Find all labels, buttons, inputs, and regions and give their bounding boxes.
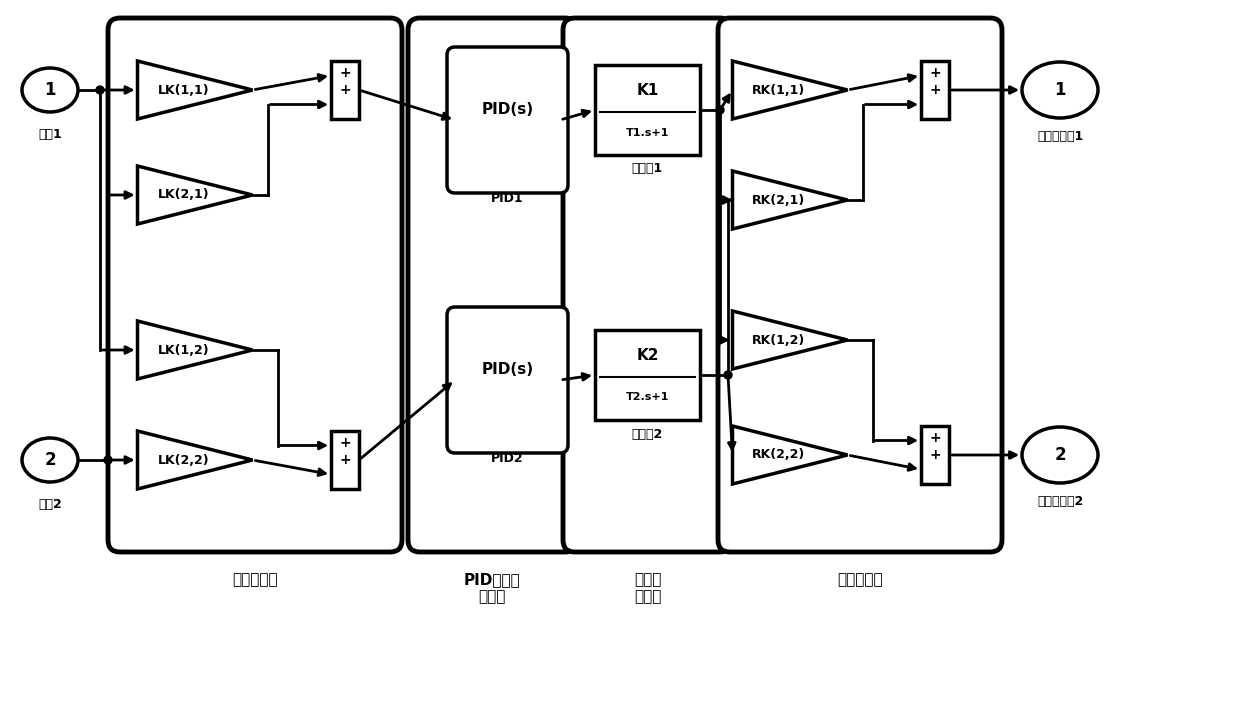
Text: +
+: + + — [929, 431, 941, 462]
Text: T1.s+1: T1.s+1 — [626, 127, 670, 137]
Text: +
+: + + — [340, 66, 351, 97]
Polygon shape — [138, 321, 253, 379]
Circle shape — [95, 86, 104, 94]
Bar — [331, 431, 360, 489]
Ellipse shape — [1022, 427, 1097, 483]
FancyBboxPatch shape — [446, 307, 568, 453]
Text: K1: K1 — [636, 83, 658, 98]
Text: 控制器输出2: 控制器输出2 — [1037, 495, 1083, 508]
Text: PID2: PID2 — [491, 452, 523, 465]
Text: LK(1,1): LK(1,1) — [157, 83, 210, 96]
Polygon shape — [138, 61, 253, 119]
Bar — [921, 61, 949, 119]
Text: PID1: PID1 — [491, 192, 523, 206]
Text: 滤波器1: 滤波器1 — [632, 163, 663, 175]
Circle shape — [715, 106, 724, 114]
Ellipse shape — [22, 438, 78, 482]
Ellipse shape — [1022, 62, 1097, 118]
Text: LK(2,1): LK(2,1) — [157, 189, 210, 201]
Text: 前置常数阵: 前置常数阵 — [232, 572, 278, 587]
Text: 偏差1: 偏差1 — [38, 128, 62, 141]
Text: 2: 2 — [45, 451, 56, 469]
FancyBboxPatch shape — [446, 47, 568, 193]
Text: 1: 1 — [45, 81, 56, 99]
Bar — [595, 65, 701, 155]
Text: RK(2,2): RK(2,2) — [751, 448, 805, 462]
Text: RK(2,1): RK(2,1) — [751, 194, 805, 206]
Polygon shape — [733, 426, 847, 484]
Circle shape — [724, 371, 732, 379]
Polygon shape — [733, 171, 847, 229]
Text: +
+: + + — [340, 436, 351, 467]
Text: LK(1,2): LK(1,2) — [157, 344, 210, 356]
Text: PID控制器
对角阵: PID控制器 对角阵 — [464, 572, 521, 604]
FancyBboxPatch shape — [408, 18, 577, 552]
Text: 控制器输出1: 控制器输出1 — [1037, 130, 1083, 143]
Bar — [921, 426, 949, 484]
Text: LK(2,2): LK(2,2) — [157, 453, 210, 467]
FancyBboxPatch shape — [563, 18, 732, 552]
Text: 偏差2: 偏差2 — [38, 498, 62, 511]
Text: 滤波器
对角阵: 滤波器 对角阵 — [635, 572, 662, 604]
Text: 后置常数阵: 后置常数阵 — [837, 572, 883, 587]
Polygon shape — [733, 311, 847, 369]
Bar — [595, 330, 701, 420]
Text: 1: 1 — [1054, 81, 1065, 99]
Polygon shape — [138, 431, 253, 489]
Text: PID(s): PID(s) — [481, 362, 533, 377]
Text: T2.s+1: T2.s+1 — [626, 392, 670, 402]
Text: RK(1,1): RK(1,1) — [751, 83, 805, 96]
FancyBboxPatch shape — [108, 18, 402, 552]
Polygon shape — [733, 61, 847, 119]
Polygon shape — [138, 166, 253, 224]
FancyBboxPatch shape — [718, 18, 1002, 552]
Text: 2: 2 — [1054, 446, 1066, 464]
Bar — [331, 61, 360, 119]
Circle shape — [104, 456, 112, 464]
Ellipse shape — [22, 68, 78, 112]
Text: K2: K2 — [636, 348, 658, 363]
Text: PID(s): PID(s) — [481, 102, 533, 117]
Text: 滤波器2: 滤波器2 — [632, 428, 663, 440]
Text: RK(1,2): RK(1,2) — [751, 334, 805, 346]
Text: +
+: + + — [929, 66, 941, 97]
